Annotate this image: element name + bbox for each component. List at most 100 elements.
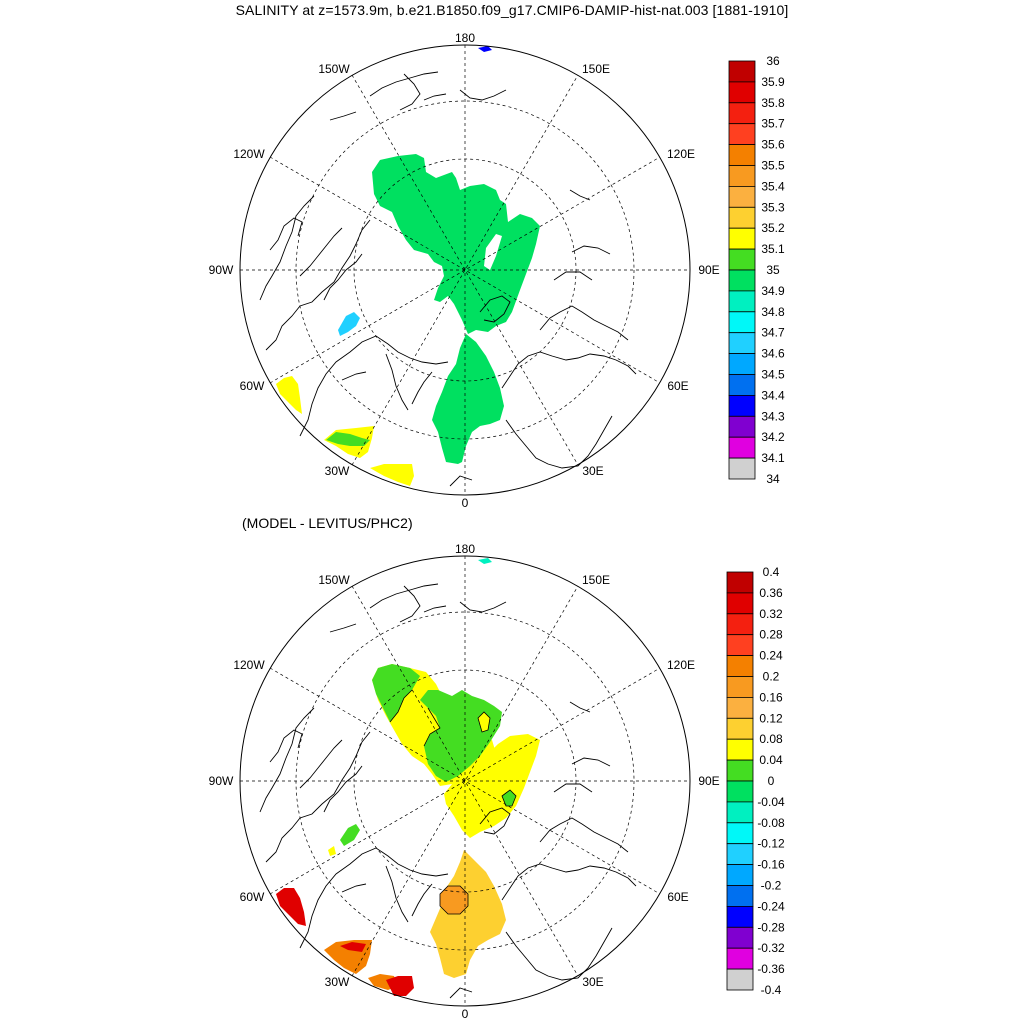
colorbar-difference-box bbox=[726, 843, 754, 866]
colorbar-salinity-tick-label: 34.4 bbox=[761, 388, 785, 402]
salinity-region-arctic-green bbox=[372, 154, 540, 334]
diff-region-lime-west bbox=[372, 664, 420, 722]
lon-label-30e: 30E bbox=[582, 975, 603, 989]
colorbar-difference-tick-label: 0 bbox=[768, 774, 775, 788]
colorbar-difference-box bbox=[726, 906, 754, 928]
colorbar-salinity-tick-label: 34.1 bbox=[761, 451, 785, 465]
lon-label-120e: 120E bbox=[667, 658, 695, 672]
diff-region-gold-atlantic bbox=[430, 850, 506, 978]
colorbar-difference-tick-label: 0.4 bbox=[763, 565, 780, 579]
colorbar-difference-tick-label: 0.32 bbox=[759, 607, 783, 621]
lon-label-150e: 150E bbox=[582, 62, 610, 76]
colorbar-salinity-tick-label: 34.7 bbox=[761, 326, 785, 340]
lon-label-90w: 90W bbox=[209, 263, 234, 277]
colorbar-salinity-box bbox=[728, 227, 756, 250]
colorbar-difference-tick-label: -0.28 bbox=[757, 920, 785, 934]
colorbar-salinity: 36 35.9 35.8 35.7 35.6 35.5 35.4 35.3 35.2 35.1 35… bbox=[728, 54, 785, 486]
colorbar-salinity-tick-label: 36 bbox=[766, 54, 780, 68]
colorbar-difference-tick-label: 0.28 bbox=[759, 628, 783, 642]
colorbar-salinity-tick-label: 35 bbox=[766, 263, 780, 277]
colorbar-difference-box bbox=[726, 717, 754, 740]
salinity-map: 180 150W 150E 120W 120E 90W 90E 60W 60E … bbox=[209, 31, 720, 510]
colorbar-difference-tick-label: 0.2 bbox=[763, 670, 780, 684]
colorbar-salinity-box bbox=[728, 353, 756, 375]
lon-label-30w: 30W bbox=[325, 464, 350, 478]
lon-label-0: 0 bbox=[462, 496, 469, 510]
diff-region-yellow-pocket bbox=[478, 712, 490, 732]
colorbar-salinity-box bbox=[728, 269, 756, 292]
colorbar-difference-tick-label: -0.36 bbox=[757, 962, 785, 976]
colorbar-difference-box bbox=[726, 759, 754, 782]
colorbar-difference-box bbox=[726, 926, 754, 949]
colorbar-salinity-tick-label: 34.8 bbox=[761, 305, 785, 319]
lon-label-120w: 120W bbox=[233, 658, 265, 672]
lon-label-150w: 150W bbox=[318, 62, 350, 76]
colorbar-difference-tick-label: 0.08 bbox=[759, 732, 783, 746]
colorbar-difference-box bbox=[726, 697, 754, 719]
lon-label-60e: 60E bbox=[667, 890, 688, 904]
diff-region-orange-blob bbox=[440, 886, 468, 914]
salinity-region-atlantic-green bbox=[432, 334, 504, 464]
lon-label-90e: 90E bbox=[698, 774, 719, 788]
colorbar-salinity-tick-label: 34.6 bbox=[761, 347, 785, 361]
colorbar-salinity-box bbox=[728, 311, 756, 334]
colorbar-salinity-box bbox=[728, 415, 756, 438]
colorbar-difference-tick-label: -0.2 bbox=[761, 879, 782, 893]
colorbar-salinity-box bbox=[728, 206, 756, 229]
colorbar-salinity-box bbox=[728, 332, 756, 355]
graticule-top bbox=[240, 45, 690, 495]
colorbar-salinity-tick-label: 35.2 bbox=[761, 221, 785, 235]
colorbar-salinity-box bbox=[728, 374, 756, 396]
lon-label-150w: 150W bbox=[318, 573, 350, 587]
lon-label-90e: 90E bbox=[698, 263, 719, 277]
graticule-bottom bbox=[240, 556, 690, 1006]
colorbar-salinity-tick-label: 34.3 bbox=[761, 409, 785, 423]
colorbar-salinity-tick-label: 35.7 bbox=[761, 117, 785, 131]
diff-region-red-iceland bbox=[340, 942, 366, 952]
diff-region-lime-east-spot bbox=[502, 790, 516, 806]
lon-label-180: 180 bbox=[455, 31, 475, 45]
diff-region-lime-baffin bbox=[340, 824, 360, 846]
lon-label-180: 180 bbox=[455, 542, 475, 556]
colorbar-difference-tick-label: -0.24 bbox=[757, 899, 785, 913]
colorbar-salinity-box bbox=[728, 436, 756, 459]
colorbar-difference-tick-label: -0.08 bbox=[757, 816, 785, 830]
colorbar-salinity-tick-label: 34 bbox=[766, 472, 780, 486]
diff-region-red-southeast bbox=[386, 976, 414, 996]
colorbar-salinity-box bbox=[728, 394, 756, 417]
colorbar-salinity-box bbox=[728, 81, 756, 104]
colorbar-salinity-tick-label: 35.5 bbox=[761, 159, 785, 173]
colorbar-salinity-box bbox=[728, 102, 756, 125]
colorbar-salinity-tick-label: 34.5 bbox=[761, 368, 785, 382]
colorbar-salinity-box bbox=[728, 457, 756, 480]
lon-label-120w: 120W bbox=[233, 147, 265, 161]
map-boundary-top bbox=[239, 44, 691, 496]
salinity-region-southeast-yellow bbox=[370, 464, 414, 486]
colorbar-difference-tick-label: 0.12 bbox=[759, 711, 783, 725]
diff-region-yellow-east bbox=[444, 734, 540, 838]
colorbar-difference-box bbox=[726, 571, 754, 594]
lon-label-60w: 60W bbox=[240, 379, 265, 393]
lon-label-120e: 120E bbox=[667, 147, 695, 161]
colorbar-salinity-box bbox=[728, 60, 756, 83]
lon-label-90w: 90W bbox=[209, 774, 234, 788]
colorbar-salinity-tick-label: 35.4 bbox=[761, 179, 785, 193]
colorbar-difference-tick-label: -0.16 bbox=[757, 858, 785, 872]
plot-title: SALINITY at z=1573.9m, b.e21.B1850.f09_g… bbox=[235, 2, 789, 18]
lon-label-150e: 150E bbox=[582, 573, 610, 587]
coastlines-bottom bbox=[259, 583, 637, 999]
colorbar-difference-box bbox=[726, 738, 754, 761]
diff-region-lime-central bbox=[420, 690, 502, 782]
difference-map: 180 150W 150E 120W 120E 90W 90E 60W 60E … bbox=[209, 542, 720, 1021]
lon-label-60e: 60E bbox=[667, 379, 688, 393]
difference-subtitle: (MODEL - LEVITUS/PHC2) bbox=[242, 515, 413, 531]
colorbar-difference-tick-label: -0.04 bbox=[757, 795, 785, 809]
colorbar-salinity-tick-label: 34.2 bbox=[761, 430, 785, 444]
colorbar-salinity-box bbox=[728, 290, 756, 313]
colorbar-salinity-box bbox=[728, 185, 756, 208]
lon-label-0: 0 bbox=[462, 1007, 469, 1021]
colorbar-difference: 0.4 0.36 0.32 0.28 0.24 0.2 0.16 0.12 0.08 0.04 0 -… bbox=[726, 565, 785, 997]
colorbar-difference-tick-label: 0.36 bbox=[759, 586, 783, 600]
colorbar-salinity-box bbox=[728, 123, 756, 145]
